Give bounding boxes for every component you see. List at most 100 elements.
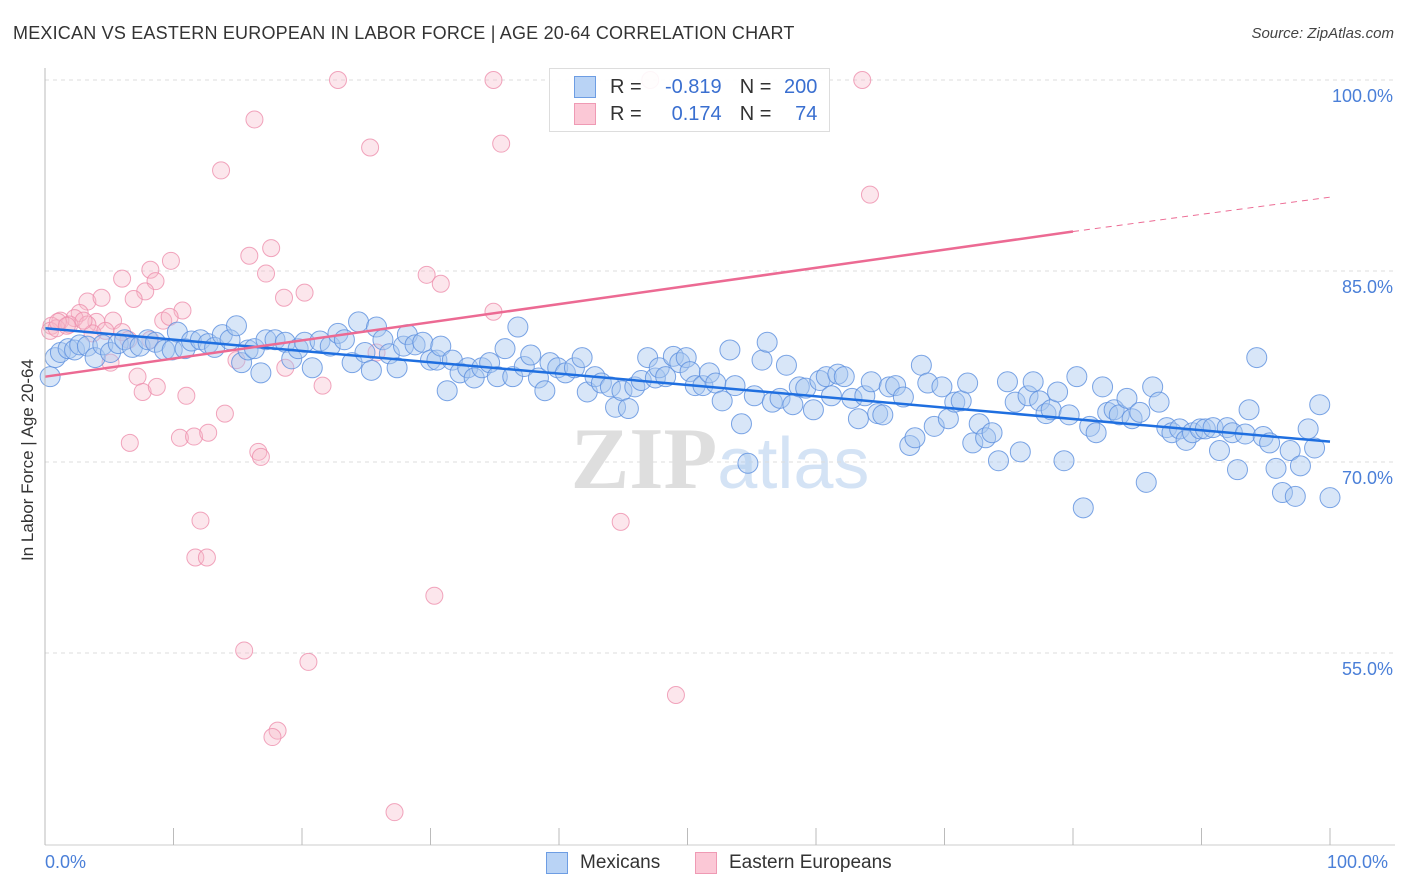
r-label: R = <box>610 75 642 98</box>
mexican-point <box>1238 399 1260 421</box>
legend-eastern-europeans: Eastern Europeans <box>695 852 892 874</box>
legend-row-mexicans: R = -0.819 N = 200 <box>574 74 817 100</box>
mexican-point <box>910 354 932 376</box>
mexican-point <box>878 376 900 398</box>
mexican-point <box>121 336 143 358</box>
mexican-point <box>698 362 720 384</box>
mexican-point <box>1022 371 1044 393</box>
r-value: 0.174 <box>671 102 722 125</box>
eastern-european-point <box>431 274 450 293</box>
mexican-point <box>802 399 824 421</box>
mexican-point <box>617 398 639 420</box>
mexican-point <box>520 344 542 366</box>
mexican-point <box>1029 390 1051 412</box>
mexican-point <box>436 380 458 402</box>
eastern-european-point <box>170 428 189 447</box>
chart-title: MEXICAN VS EASTERN EUROPEAN IN LABOR FOR… <box>13 23 795 43</box>
watermark: ZIPatlas <box>571 411 870 508</box>
r-label: R = <box>610 102 642 125</box>
eastern-european-point <box>161 251 180 270</box>
eastern-europeans-trend-extension <box>1072 196 1331 233</box>
eastern-european-point <box>245 110 264 129</box>
pink-swatch <box>695 852 717 874</box>
eastern-european-point <box>197 548 216 567</box>
x-tick-label: 100.0% <box>1327 852 1389 872</box>
eastern-european-point <box>417 265 436 284</box>
mexican-point <box>1072 497 1094 519</box>
mexican-point <box>719 339 741 361</box>
mexican-point <box>1279 440 1301 462</box>
eastern-european-point <box>295 283 314 302</box>
mexican-point <box>1004 391 1026 413</box>
eastern-european-point <box>240 246 259 265</box>
mexican-point <box>76 335 98 357</box>
mexican-point <box>1309 394 1331 416</box>
mexican-point <box>571 347 593 369</box>
eastern-european-point <box>361 138 380 157</box>
mexican-point <box>679 361 701 383</box>
source-label: Source: ZipAtlas.com <box>1251 25 1394 42</box>
legend-label: Mexicans <box>580 852 661 873</box>
mexican-point <box>1304 437 1326 459</box>
mexican-point <box>872 404 894 426</box>
mexican-point <box>1208 440 1230 462</box>
eastern-european-point <box>425 586 444 605</box>
mexican-point <box>225 315 247 337</box>
mexican-point <box>1053 450 1075 472</box>
mexican-point <box>885 375 907 397</box>
mexican-point <box>756 331 778 353</box>
mexican-point <box>931 376 953 398</box>
eastern-european-point <box>262 239 281 258</box>
y-tick-label: 55.0% <box>1341 659 1393 679</box>
mexican-point <box>996 371 1018 393</box>
mexican-point <box>962 432 984 454</box>
eastern-european-point <box>185 427 204 446</box>
mexican-point <box>1148 391 1170 413</box>
y-tick-label: 70.0% <box>1341 468 1393 488</box>
mexican-point <box>860 371 882 393</box>
mexican-point <box>751 349 773 371</box>
mexican-point <box>957 372 979 394</box>
eastern-european-point <box>128 367 147 386</box>
mexican-point <box>775 354 797 376</box>
eastern-european-point <box>199 423 218 442</box>
eastern-european-point <box>141 260 160 279</box>
mexican-point <box>675 347 697 369</box>
eastern-european-point <box>275 288 294 307</box>
n-label: N = <box>739 102 772 125</box>
eastern-european-point <box>299 652 318 671</box>
mexican-point <box>92 334 114 356</box>
mexican-point <box>923 415 945 437</box>
mexican-point <box>1092 376 1114 398</box>
mexican-point <box>366 316 388 338</box>
mexican-point <box>1284 485 1306 507</box>
n-value: 200 <box>784 75 818 98</box>
mexican-point <box>486 366 508 388</box>
mexican-point <box>1271 482 1293 504</box>
mexican-point <box>69 334 91 356</box>
y-axis-label: In Labor Force | Age 20-64 <box>18 359 37 561</box>
mexican-point <box>250 362 272 384</box>
mexican-point <box>412 331 434 353</box>
blue-swatch <box>574 76 596 98</box>
mexican-point <box>833 366 855 388</box>
eastern-european-point <box>492 134 511 153</box>
mexican-point <box>1297 418 1319 440</box>
mexican-point <box>1017 385 1039 407</box>
mexican-point <box>917 372 939 394</box>
mexican-point <box>100 341 122 363</box>
mexican-point <box>847 408 869 430</box>
pink-swatch <box>574 103 596 125</box>
mexican-point <box>341 352 363 374</box>
mexican-point <box>711 390 733 412</box>
eastern-european-point <box>666 686 685 705</box>
mexican-point <box>386 357 408 379</box>
mexican-point <box>1116 387 1138 409</box>
mexican-point <box>1129 401 1151 423</box>
mexican-point <box>360 359 382 381</box>
mexican-point <box>968 413 990 435</box>
mexican-point <box>354 341 376 363</box>
legend-mexicans: Mexicans <box>546 852 660 874</box>
